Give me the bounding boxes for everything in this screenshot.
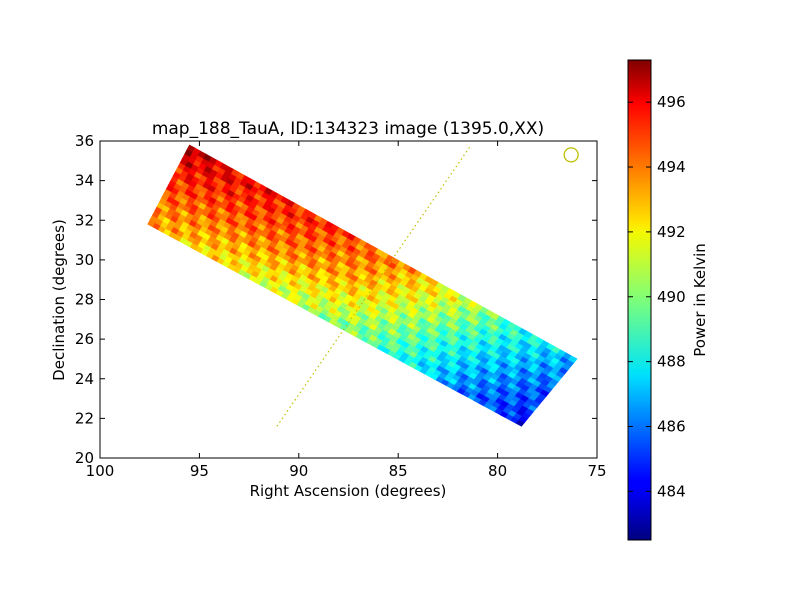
- chart-title: map_188_TauA, ID:134323 image (1395.0,XX…: [152, 119, 544, 139]
- colorbar-tick-label: 494: [657, 158, 686, 176]
- x-tick-label: 80: [488, 462, 507, 480]
- x-axis-label: Right Ascension (degrees): [250, 482, 447, 500]
- heatmap-cell: [568, 355, 578, 364]
- y-tick-label: 32: [75, 211, 94, 229]
- colorbar: 484 486 488 490 492 494 496 Power in Kelvin: [627, 59, 709, 541]
- colorbar-label: Power in Kelvin: [691, 243, 709, 357]
- x-tick-label: 75: [587, 462, 606, 480]
- y-axis-ticks: 20 22 24 26 28 30 32 34 36: [75, 132, 597, 467]
- beam-marker-circle: [563, 147, 579, 163]
- plot-area: 100 95 90 85 80 75 20 22 24 26 28 30 32 34 36: [75, 132, 607, 480]
- colorbar-tick-label: 492: [657, 223, 686, 241]
- y-tick-label: 36: [75, 132, 94, 150]
- y-tick-label: 34: [75, 172, 94, 190]
- colorbar-ticks: 484 486 488 490 492 494 496: [628, 93, 686, 500]
- y-tick-label: 24: [75, 370, 94, 388]
- colorbar-gradient: [628, 60, 651, 540]
- x-tick-label: 85: [389, 462, 408, 480]
- y-tick-label: 26: [75, 330, 94, 348]
- x-axis-ticks: 100 95 90 85 80 75: [86, 141, 607, 480]
- heatmap-layer: [147, 144, 578, 427]
- y-axis-label: Declination (degrees): [50, 219, 68, 381]
- colorbar-frame: [627, 59, 652, 541]
- colorbar-tick-label: 484: [657, 482, 686, 500]
- y-tick-label: 20: [75, 449, 94, 467]
- x-tick-label: 95: [190, 462, 209, 480]
- colorbar-tick-label: 486: [657, 417, 686, 435]
- colorbar-tick-label: 490: [657, 288, 686, 306]
- y-tick-label: 30: [75, 251, 94, 269]
- y-tick-label: 22: [75, 409, 94, 427]
- x-tick-label: 100: [86, 462, 115, 480]
- colorbar-tick-label: 496: [657, 93, 686, 111]
- colorbar-tick-label: 488: [657, 353, 686, 371]
- overlay-layer: [276, 146, 579, 427]
- y-tick-label: 28: [75, 291, 94, 309]
- x-tick-label: 90: [289, 462, 308, 480]
